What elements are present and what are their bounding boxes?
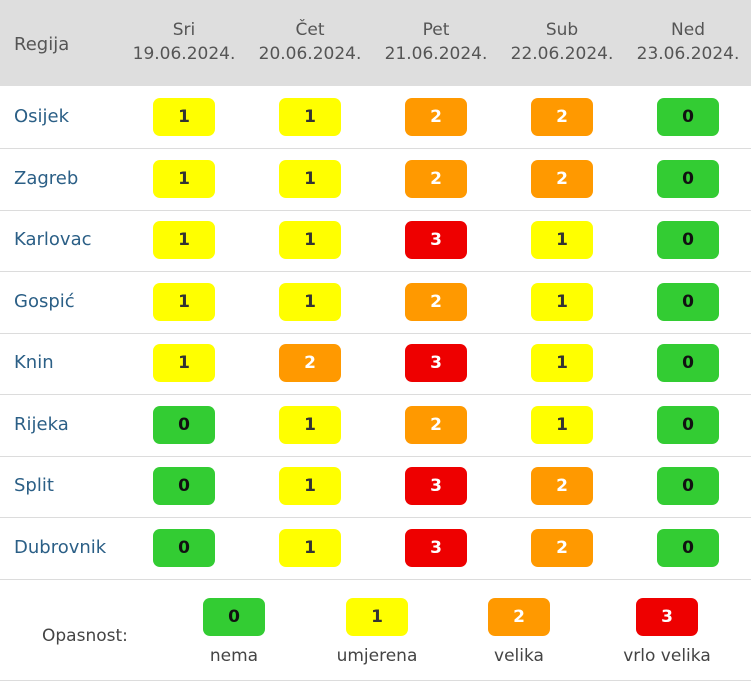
legend-badge-3: 3 [636, 598, 698, 636]
danger-level-badge: 1 [531, 406, 593, 444]
day-header-1: Čet 20.06.2024. [247, 18, 373, 66]
region-link[interactable]: Zagreb [14, 168, 79, 189]
legend-label-2: velika [494, 646, 544, 666]
day-header-2: Pet 21.06.2024. [373, 18, 499, 66]
region-link[interactable]: Split [14, 475, 54, 496]
danger-level-badge: 1 [279, 283, 341, 321]
day-name: Pet [422, 20, 450, 40]
legend-label-1: umjerena [336, 646, 418, 666]
danger-level-badge: 0 [657, 221, 719, 259]
day-header-4: Ned 23.06.2024. [625, 18, 751, 66]
legend-badge-0: 0 [203, 598, 265, 636]
table-row: Karlovac 1 1 3 1 0 [0, 210, 751, 272]
danger-level-badge: 0 [657, 406, 719, 444]
day-date: 19.06.2024. [132, 44, 236, 64]
day-header-3: Sub 22.06.2024. [499, 18, 625, 66]
day-date: 22.06.2024. [510, 44, 614, 64]
danger-level-badge: 0 [153, 529, 215, 567]
region-link[interactable]: Rijeka [14, 414, 69, 435]
day-name: Sri [172, 20, 196, 40]
danger-level-badge: 3 [405, 344, 467, 382]
table-row: Rijeka 0 1 2 1 0 [0, 395, 751, 457]
region-link[interactable]: Knin [14, 352, 54, 373]
danger-level-badge: 2 [531, 98, 593, 136]
danger-level-badge: 2 [405, 406, 467, 444]
danger-level-badge: 1 [531, 283, 593, 321]
legend-label-3: vrlo velika [623, 646, 711, 666]
day-date: 20.06.2024. [258, 44, 362, 64]
day-name: Ned [671, 20, 705, 40]
danger-level-badge: 0 [657, 160, 719, 198]
region-link[interactable]: Gospić [14, 291, 75, 312]
region-link[interactable]: Karlovac [14, 229, 92, 250]
danger-level-badge: 1 [279, 529, 341, 567]
danger-level-badge: 1 [153, 344, 215, 382]
danger-level-badge: 1 [279, 221, 341, 259]
danger-level-badge: 3 [405, 467, 467, 505]
day-name: Čet [295, 20, 325, 40]
legend-badge-2: 2 [488, 598, 550, 636]
table-row: Zagreb 1 1 2 2 0 [0, 149, 751, 211]
danger-level-badge: 3 [405, 221, 467, 259]
danger-level-badge: 2 [405, 160, 467, 198]
danger-level-badge: 1 [153, 98, 215, 136]
danger-level-badge: 1 [153, 160, 215, 198]
day-name: Sub [545, 20, 579, 40]
table-row: Split 0 1 3 2 0 [0, 456, 751, 518]
region-link[interactable]: Osijek [14, 106, 70, 127]
legend-title: Opasnost: [42, 626, 128, 646]
danger-level-badge: 0 [657, 344, 719, 382]
danger-level-badge: 1 [531, 221, 593, 259]
danger-level-badge: 1 [153, 221, 215, 259]
day-header-0: Sri 19.06.2024. [121, 18, 247, 66]
danger-level-badge: 0 [153, 406, 215, 444]
danger-level-badge: 1 [279, 467, 341, 505]
table-row: Dubrovnik 0 1 3 2 0 [0, 518, 751, 580]
danger-level-badge: 1 [153, 283, 215, 321]
danger-level-badge: 2 [531, 467, 593, 505]
table-row: Gospić 1 1 2 1 0 [0, 272, 751, 334]
danger-level-badge: 2 [405, 283, 467, 321]
legend: Opasnost: 0 nema 1 umjerena 2 velika 3 v… [0, 580, 751, 681]
legend-badge-1: 1 [346, 598, 408, 636]
danger-level-badge: 1 [279, 160, 341, 198]
danger-level-badge: 2 [531, 529, 593, 567]
danger-level-badge: 1 [279, 406, 341, 444]
region-link[interactable]: Dubrovnik [14, 537, 107, 558]
danger-level-badge: 0 [657, 283, 719, 321]
table-row: Osijek 1 1 2 2 0 [0, 87, 751, 149]
danger-level-badge: 0 [657, 98, 719, 136]
danger-level-badge: 0 [657, 529, 719, 567]
danger-level-badge: 0 [153, 467, 215, 505]
danger-level-badge: 1 [531, 344, 593, 382]
danger-level-badge: 3 [405, 529, 467, 567]
danger-level-badge: 2 [531, 160, 593, 198]
day-date: 21.06.2024. [384, 44, 488, 64]
danger-level-badge: 2 [405, 98, 467, 136]
table-header: Regija Sri 19.06.2024. Čet 20.06.2024. P… [0, 0, 751, 86]
table-row: Knin 1 2 3 1 0 [0, 333, 751, 395]
region-column-header: Regija [14, 34, 70, 55]
danger-level-badge: 0 [657, 467, 719, 505]
danger-level-badge: 2 [279, 344, 341, 382]
legend-label-0: nema [209, 646, 259, 666]
danger-level-badge: 1 [279, 98, 341, 136]
day-date: 23.06.2024. [636, 44, 740, 64]
